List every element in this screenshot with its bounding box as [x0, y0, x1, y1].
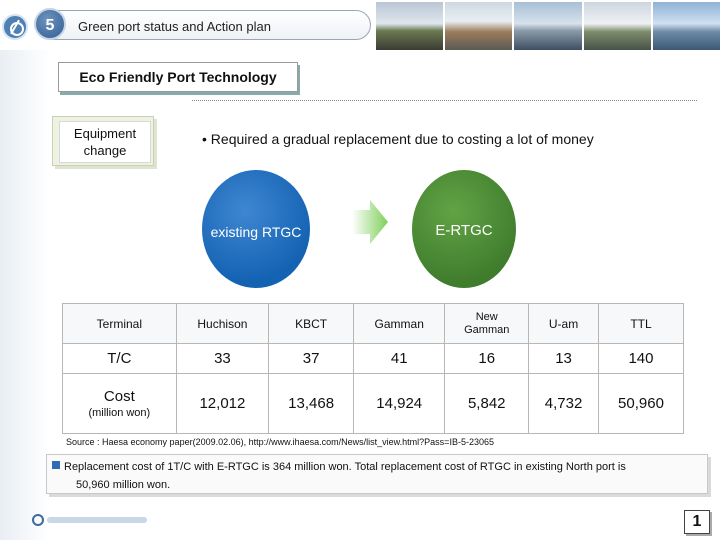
table-cell: 13 [528, 343, 599, 374]
page-number: 1 [684, 510, 710, 534]
table-header-cell: Huchison [175, 303, 270, 344]
equipment-label-line2: change [83, 143, 127, 158]
row-label: Cost (million won) [62, 373, 177, 434]
footer-logo-wordmark [47, 517, 147, 523]
table-cell: 37 [268, 343, 355, 374]
new-gamman-line1: New [475, 310, 498, 323]
subtitle-box: Eco Friendly Port Technology [58, 62, 298, 92]
table-cell: 33 [175, 343, 270, 374]
rtgc-cost-table: Terminal Huchison KBCT Gamman New Gamman… [62, 303, 685, 434]
table-cell: 4,732 [528, 373, 599, 434]
table-header-row: Terminal Huchison KBCT Gamman New Gamman… [62, 303, 685, 344]
company-logo-icon [2, 14, 28, 40]
table-cell: 14,924 [353, 373, 446, 434]
subtitle: Eco Friendly Port Technology [79, 69, 277, 85]
left-rail [0, 50, 50, 540]
note-box: Replacement cost of 1T/C with E-RTGC is … [46, 454, 708, 494]
note-line2: 50,960 million won. [76, 479, 171, 491]
e-rtgc-circle: E-RTGC [412, 170, 516, 288]
header-title: Green port status and Action plan [78, 19, 271, 34]
square-bullet-icon [52, 461, 60, 469]
table-header-cell: Terminal [62, 303, 177, 344]
note-text: Replacement cost of 1T/C with E-RTGC is … [64, 458, 700, 494]
existing-rtgc-label: existing RTGC [210, 224, 302, 240]
cost-unit: (million won) [88, 407, 151, 419]
header-bar [36, 10, 371, 40]
equipment-change-box: Equipment change [52, 116, 154, 166]
port-photo-5 [652, 2, 720, 50]
footer-logo [32, 514, 147, 526]
footer-logo-icon [32, 514, 44, 526]
row-label: T/C [62, 343, 177, 374]
table-cell: 13,468 [268, 373, 355, 434]
table-cell: 12,012 [175, 373, 270, 434]
table-cell: 140 [597, 343, 685, 374]
table-header-cell: KBCT [268, 303, 355, 344]
table-header-cell: U-am [528, 303, 599, 344]
table-cell: 16 [444, 343, 530, 374]
equipment-change-label: Equipment change [59, 121, 151, 163]
header-photo-strip [376, 2, 720, 50]
new-gamman-header: New Gamman [464, 311, 509, 337]
table-row: T/C 33 37 41 16 13 140 [62, 343, 685, 374]
note-line1: Replacement cost of 1T/C with E-RTGC is … [64, 461, 626, 473]
equipment-label-line1: Equipment [73, 126, 137, 141]
section-number-badge: 5 [34, 8, 66, 40]
table-cell: 41 [353, 343, 446, 374]
new-gamman-line2: Gamman [464, 323, 510, 336]
dotted-divider [192, 100, 697, 101]
table-header-cell: Gamman [353, 303, 446, 344]
right-arrow-icon [352, 200, 388, 244]
table-cell: 50,960 [597, 373, 685, 434]
bullet-text: • Required a gradual replacement due to … [202, 131, 594, 147]
table-header-cell: TTL [597, 303, 685, 344]
source-citation: Source : Haesa economy paper(2009.02.06)… [66, 437, 494, 447]
port-photo-4 [583, 2, 651, 50]
existing-rtgc-circle: existing RTGC [202, 170, 310, 288]
port-photo-3 [514, 2, 582, 50]
port-photo-2 [445, 2, 513, 50]
table-row: Cost (million won) 12,012 13,468 14,924 … [62, 373, 685, 434]
cost-label: Cost [103, 388, 135, 405]
table-cell: 5,842 [444, 373, 530, 434]
table-header-cell: New Gamman [444, 303, 530, 344]
port-photo-1 [376, 2, 444, 50]
e-rtgc-label: E-RTGC [435, 222, 493, 239]
